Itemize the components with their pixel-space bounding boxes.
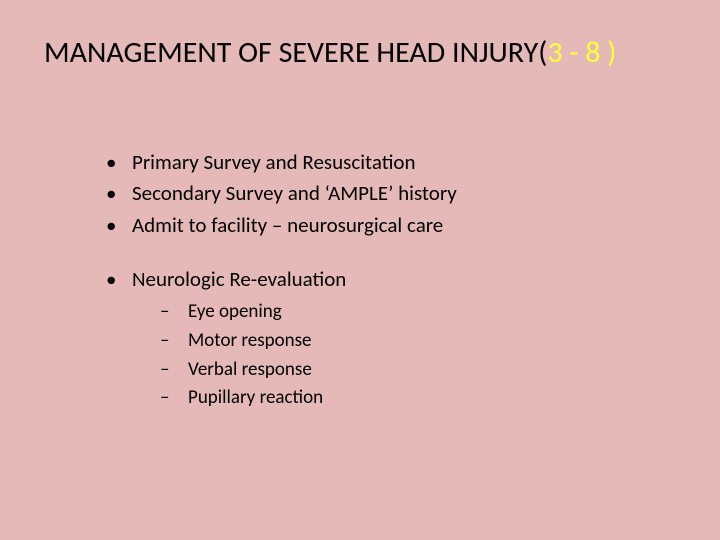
slide-title: MANAGEMENT OF SEVERE HEAD INJURY(3 - 8 ): [44, 34, 616, 71]
list-item: Secondary Survey and ‘AMPLE’ history: [98, 179, 457, 207]
sub-bullet-text: Verbal response: [188, 358, 312, 381]
sub-bullet-text: Eye opening: [188, 300, 282, 323]
sub-bullet-list: Eye opening Motor response Verbal respon…: [132, 299, 457, 411]
list-item: Neurologic Re-evaluation Eye opening Mot…: [98, 265, 457, 411]
bullet-list: Primary Survey and Resuscitation Seconda…: [98, 148, 457, 411]
bullet-text: Primary Survey and Resuscitation: [132, 149, 416, 175]
bullet-text: Secondary Survey and ‘AMPLE’ history: [132, 180, 457, 206]
sub-bullet-text: Motor response: [188, 329, 312, 352]
slide-body: Primary Survey and Resuscitation Seconda…: [98, 148, 457, 414]
list-item: Motor response: [154, 328, 457, 354]
list-item: Verbal response: [154, 357, 457, 383]
sub-bullet-text: Pupillary reaction: [188, 386, 323, 409]
title-accent: 3 - 8 ): [547, 34, 616, 71]
bullet-text: Admit to facility – neurosurgical care: [132, 212, 443, 238]
list-item: Primary Survey and Resuscitation: [98, 148, 457, 176]
list-item: Pupillary reaction: [154, 385, 457, 411]
list-item: Admit to facility – neurosurgical care: [98, 211, 457, 239]
title-main: MANAGEMENT OF SEVERE HEAD INJURY(: [44, 34, 547, 71]
list-item: Eye opening: [154, 299, 457, 325]
bullet-text: Neurologic Re-evaluation: [132, 266, 346, 292]
slide: MANAGEMENT OF SEVERE HEAD INJURY(3 - 8 )…: [0, 0, 720, 540]
